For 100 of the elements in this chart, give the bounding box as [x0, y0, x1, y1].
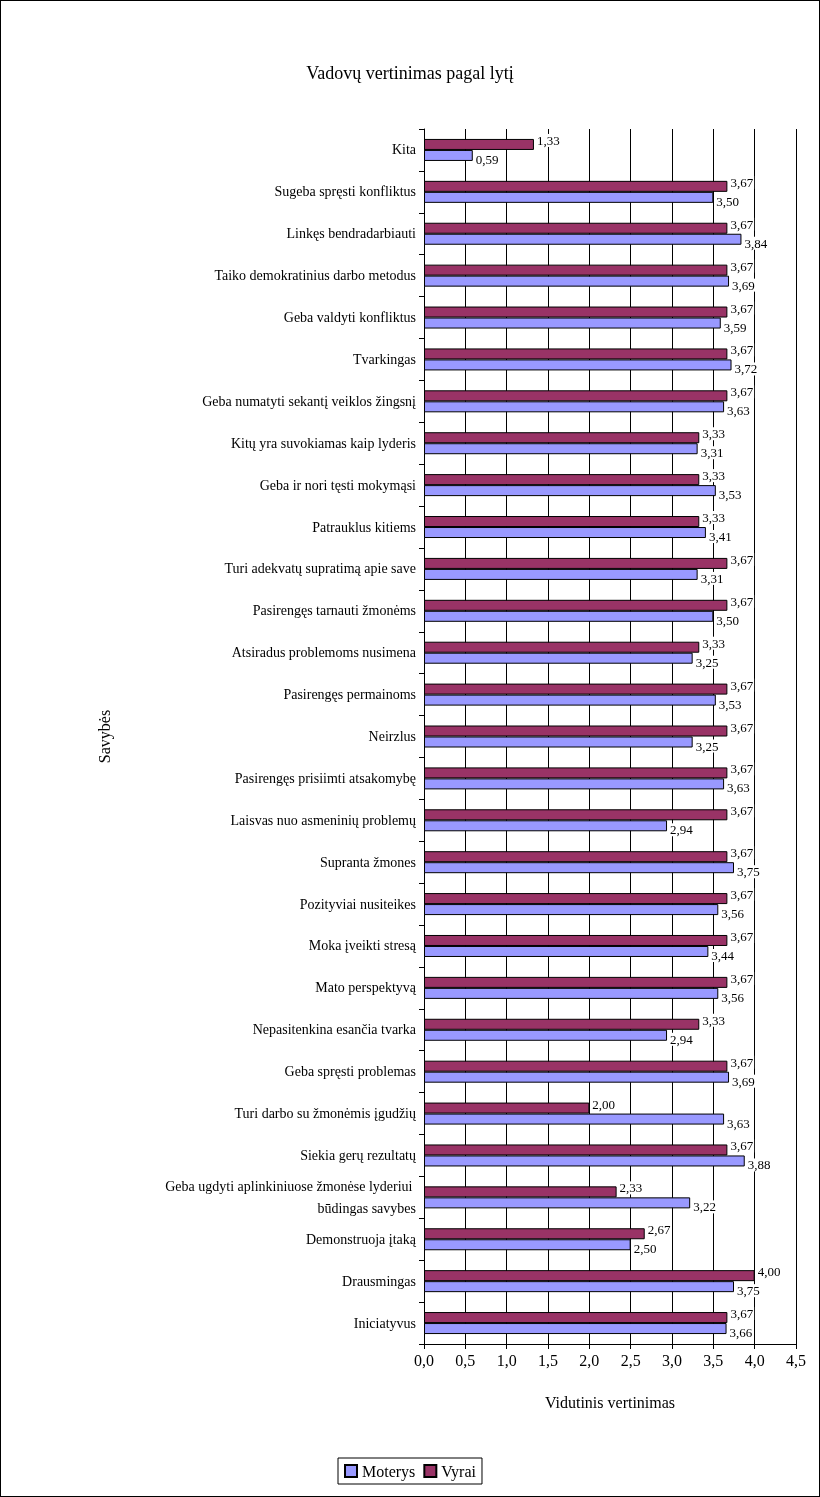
data-label: 3,67: [730, 1138, 754, 1154]
chart-title: Vadovų vertinimas pagal lytį: [306, 63, 514, 83]
y-tick-label: Pozityviai nusiteikes: [299, 896, 416, 912]
legend-label: Moterys: [362, 1462, 416, 1481]
data-label: 3,67: [730, 1054, 754, 1070]
x-tick-label: 3,0: [662, 1351, 682, 1369]
y-tick-label: Turi darbo su žmonėmis įgudžių: [234, 1106, 416, 1122]
y-tick-label: Siekia gerų rezultatų: [300, 1147, 416, 1163]
y-tick-label: Tvarkingas: [353, 351, 416, 367]
data-label: 1,33: [536, 132, 560, 148]
data-label: 3,67: [730, 803, 754, 819]
data-label: 3,56: [721, 989, 745, 1005]
y-axis-title: Savybės: [95, 709, 114, 764]
y-tick-label: Geba numatyti sekantį veiklos žingsnį: [202, 393, 417, 409]
data-label: 3,41: [708, 529, 732, 545]
legend-label: Vyrai: [441, 1462, 477, 1481]
data-label: 3,67: [730, 551, 754, 567]
y-tick-label: Iniciatyvus: [353, 1315, 416, 1331]
data-label: 2,94: [670, 1031, 694, 1047]
y-tick-label: Moka įveikti stresą: [308, 938, 417, 954]
data-label: 3,67: [730, 928, 754, 944]
data-label: 3,84: [744, 235, 768, 251]
y-tick-label: Sugeba spręsti konfliktus: [274, 184, 416, 200]
y-tick-label: Kitų yra suvokiamas kaip lyderis: [230, 435, 416, 451]
x-tick-label: 1,5: [538, 1351, 558, 1369]
y-tick-label: Drausmingas: [342, 1273, 416, 1289]
data-label: 3,67: [730, 174, 754, 190]
data-label: 2,00: [592, 1096, 616, 1112]
data-label: 3,25: [695, 654, 719, 670]
data-label: 2,50: [633, 1241, 657, 1257]
data-label: 3,63: [727, 403, 750, 419]
y-tick-label: Turi adekvatų supratimą apie save: [224, 561, 416, 577]
data-label: 3,67: [730, 384, 754, 400]
y-tick-label: Taiko demokratinius darbo metodus: [214, 268, 416, 284]
y-tick-label: Geba spręsti problemas: [284, 1064, 416, 1080]
y-tick-label: Laisvas nuo asmeninių problemų: [230, 812, 416, 828]
data-label: 3,50: [716, 612, 740, 628]
data-label: 3,67: [730, 342, 754, 358]
data-label: 3,31: [700, 445, 724, 461]
data-label: 3,50: [716, 193, 740, 209]
data-label: 3,59: [723, 319, 747, 335]
data-label: 3,67: [730, 761, 754, 777]
x-tick-label: 1,0: [496, 1351, 517, 1369]
data-label: 2,33: [619, 1180, 643, 1196]
y-tick-label: Patrauklus kitiems: [312, 519, 416, 535]
data-label: 3,53: [718, 487, 742, 503]
y-tick-label: Linkęs bendradarbiauti: [286, 226, 417, 242]
data-label: 3,67: [730, 677, 754, 693]
data-label: 3,67: [730, 593, 754, 609]
data-label: 3,67: [730, 845, 754, 861]
data-label: 3,69: [732, 1073, 755, 1089]
data-label: 3,31: [700, 570, 724, 586]
x-tick-label: 3,5: [703, 1351, 724, 1369]
data-label: 2,94: [670, 822, 694, 838]
y-tick-label: Demonstruoja įtaką: [305, 1231, 417, 1247]
data-label: 3,63: [727, 780, 750, 796]
data-label: 3,67: [730, 887, 754, 903]
data-label: 3,56: [721, 906, 745, 922]
data-label: 3,75: [737, 1283, 760, 1299]
x-tick-label: 0,0: [414, 1351, 434, 1369]
y-tick-label: Geba ir nori tęsti mokymąsi: [259, 477, 417, 493]
y-tick-label: Nepasitenkina esančia tvarka: [252, 1022, 417, 1038]
data-label: 3,44: [711, 947, 735, 963]
data-label: 3,72: [734, 361, 758, 377]
data-label: 3,33: [702, 510, 726, 526]
data-label: 3,33: [702, 426, 726, 442]
data-label: 3,66: [729, 1325, 753, 1341]
data-label: 3,22: [693, 1199, 716, 1215]
y-tick-label: Geba valdyti konfliktus: [283, 310, 416, 326]
y-tick-label: Geba ugdyti aplinkiniuose žmonėse lyderiui būdingas savybes: [165, 1178, 416, 1216]
data-label: 3,63: [727, 1115, 750, 1131]
data-label: 3,88: [747, 1157, 771, 1173]
x-tick-label: 2,0: [579, 1351, 600, 1369]
x-tick-label: 2,5: [620, 1351, 641, 1369]
data-label: 3,25: [695, 738, 719, 754]
y-tick-label: Supranta žmones: [319, 854, 416, 870]
data-label: 0,59: [475, 151, 499, 167]
data-label: 3,33: [702, 468, 726, 484]
x-tick-label: 4,0: [744, 1351, 765, 1369]
data-label: 3,67: [730, 719, 754, 735]
data-label: 3,67: [730, 216, 754, 232]
y-tick-label: Mato perspektyvą: [315, 980, 417, 996]
data-label: 3,53: [718, 696, 742, 712]
y-tick-label: Kita: [391, 142, 417, 158]
y-tick-label: Atsiradus problemoms nusimena: [231, 645, 417, 661]
y-tick-label: Pasirengęs prisiimti atsakomybę: [234, 770, 416, 786]
y-tick-label: Pasirengęs tarnauti žmonėms: [252, 603, 416, 619]
data-label: 3,69: [732, 277, 755, 293]
x-tick-label: 4,5: [786, 1351, 806, 1369]
data-label: 4,00: [757, 1264, 781, 1280]
x-tick-label: 0,5: [455, 1351, 476, 1369]
x-axis-title: Vidutinis vertinimas: [544, 1393, 676, 1411]
data-label: 2,67: [647, 1222, 671, 1238]
y-tick-label: Neirzlus: [368, 729, 416, 744]
data-label: 3,33: [702, 1012, 726, 1028]
data-label: 3,67: [730, 258, 754, 274]
data-label: 3,75: [737, 864, 760, 880]
data-label: 3,33: [702, 635, 726, 651]
y-tick-label: Pasirengęs permainoms: [283, 687, 416, 703]
data-label: 3,67: [730, 300, 754, 316]
